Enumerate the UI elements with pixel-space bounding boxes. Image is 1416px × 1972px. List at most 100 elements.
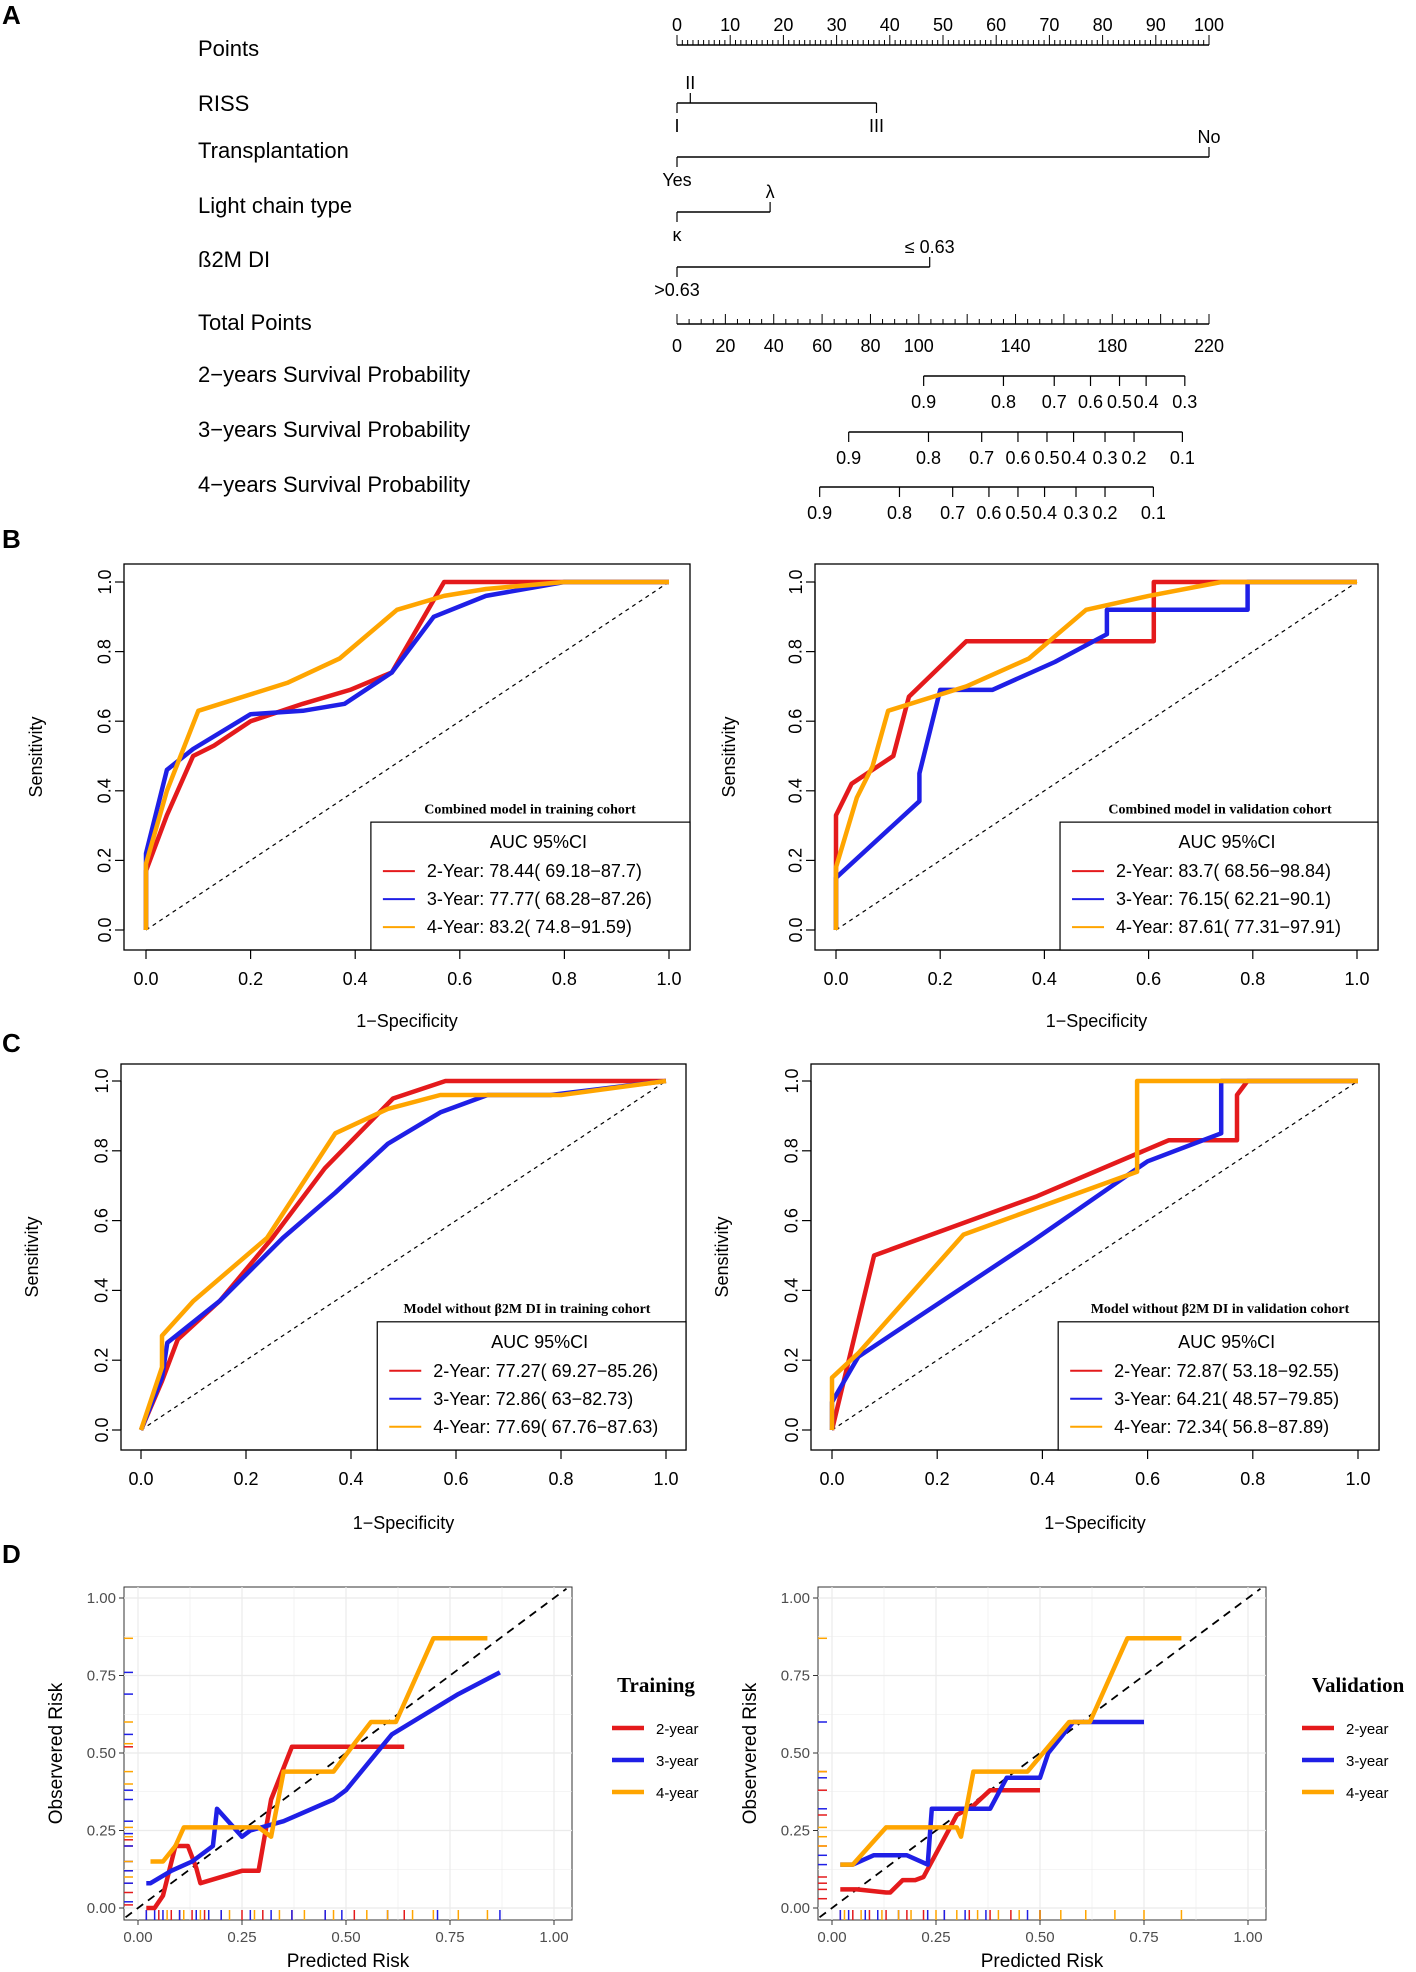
- survival-tick-label: 0.3: [1063, 503, 1088, 523]
- x-tick-label: 0.8: [552, 969, 577, 989]
- roc-curve-red: [829, 1078, 1358, 1431]
- survival-tick-label: 0.2: [1122, 448, 1147, 468]
- y-tick-label: 0.8: [786, 639, 806, 664]
- points-tick-label: 90: [1146, 15, 1166, 35]
- legend-title: AUC 95%CI: [1178, 1332, 1275, 1352]
- legend-entry: 4-Year: 72.34( 56.8−87.89): [1114, 1417, 1329, 1437]
- roc-chart-roc-valid-combined: 0.0 0.2 0.4 0.6 0.8 1.0 0.0 0.2 0.4 0.6 0.8 1.0 1−Sp…: [719, 563, 1379, 1031]
- x-tick-label: 0.00: [817, 1929, 846, 1946]
- x-tick-label: 0.2: [925, 1469, 950, 1489]
- x-axis-label: 1−Specificity: [353, 1513, 455, 1533]
- x-tick-label: 1.0: [1345, 1469, 1370, 1489]
- variable-label: RISS: [198, 91, 249, 116]
- reference-diagonal: [818, 1587, 1262, 1919]
- legend-entry: 2-Year: 72.87( 53.18−92.55): [1114, 1361, 1339, 1381]
- legend-entry: 2-Year: 77.27( 69.27−85.26): [433, 1361, 658, 1381]
- legend-entry: 4-year: [656, 1785, 699, 1802]
- y-tick-label: 0.6: [92, 1208, 112, 1233]
- survival-scale-label: 3−years Survival Probability: [198, 417, 470, 442]
- y-tick-label: 0.4: [786, 778, 806, 803]
- reference-diagonal: [831, 1080, 1359, 1431]
- points-tick-label: 100: [1194, 15, 1224, 35]
- legend-entry: 4-Year: 87.61( 77.31−97.91): [1116, 917, 1341, 937]
- chart-title: Combined model in validation cohort: [1108, 802, 1332, 817]
- survival-tick-label: 0.7: [969, 448, 994, 468]
- total-points-tick-label: 80: [860, 336, 880, 356]
- x-tick-label: 0.8: [1240, 1469, 1265, 1489]
- x-tick-label: 0.4: [343, 969, 368, 989]
- legend-entry: 2-Year: 78.44( 69.18−87.7): [427, 861, 642, 881]
- roc-curve-blue: [833, 579, 1357, 930]
- x-tick-label: 1.00: [1233, 1929, 1262, 1946]
- y-tick-label: 1.0: [95, 569, 115, 594]
- legend-entry: 2-Year: 83.7( 68.56−98.84): [1116, 861, 1331, 881]
- legend-box: [370, 821, 691, 951]
- y-tick-label: 0.75: [87, 1668, 116, 1685]
- x-tick-label: 0.0: [128, 1469, 153, 1489]
- y-tick-label: 0.0: [95, 917, 115, 942]
- y-axis-label: Sensitivity: [26, 716, 46, 797]
- x-tick-label: 0.4: [1030, 1469, 1055, 1489]
- y-axis-label: Sensitivity: [712, 1216, 732, 1297]
- y-tick-label: 0.25: [781, 1823, 810, 1840]
- y-tick-label: 1.0: [786, 569, 806, 594]
- y-tick-label: 0.2: [95, 848, 115, 873]
- variable-level-label: I: [674, 116, 679, 136]
- roc-chart-roc-valid-without: 0.0 0.2 0.4 0.6 0.8 1.0 0.0 0.2 0.4 0.6 0.8 1.0 1−Sp…: [712, 1063, 1380, 1533]
- survival-tick-label: 0.4: [1032, 503, 1057, 523]
- calibration-line-red: [146, 1744, 405, 1911]
- variable-level-label: II: [685, 73, 695, 93]
- variable-level-label: No: [1197, 127, 1220, 147]
- survival-tick-label: 0.5: [1107, 392, 1132, 412]
- y-tick-label: 0.50: [781, 1745, 810, 1762]
- chart-title: Model without β2M DI in training cohort: [404, 1302, 651, 1317]
- survival-tick-label: 0.6: [1005, 448, 1030, 468]
- calibration-line-blue: [840, 1719, 1144, 1867]
- panel-label-c: C: [2, 1028, 21, 1058]
- y-tick-label: 0.6: [782, 1208, 802, 1233]
- points-tick-label: 30: [827, 15, 847, 35]
- legend-entry: 2-year: [1346, 1721, 1389, 1738]
- x-tick-label: 0.4: [338, 1469, 363, 1489]
- survival-tick-label: 0.9: [807, 503, 832, 523]
- points-tick-label: 60: [986, 15, 1006, 35]
- x-tick-label: 0.8: [1240, 969, 1265, 989]
- x-tick-label: 0.8: [548, 1469, 573, 1489]
- roc-curve-orange: [833, 579, 1357, 930]
- x-tick-label: 0.50: [331, 1929, 360, 1946]
- survival-scale-label: 4−years Survival Probability: [198, 472, 470, 497]
- survival-tick-label: 0.4: [1134, 392, 1159, 412]
- legend-title: AUC 95%CI: [490, 832, 587, 852]
- roc-chart-roc-train-without: 0.0 0.2 0.4 0.6 0.8 1.0 0.0 0.2 0.4 0.6 0.8 1.0 1−Sp…: [22, 1063, 687, 1533]
- y-axis-label: Sensitivity: [719, 716, 739, 797]
- variable-label: Light chain type: [198, 193, 352, 218]
- survival-tick-label: 0.7: [940, 503, 965, 523]
- x-axis-label: 1−Specificity: [356, 1011, 458, 1031]
- calibration-chart-calib-validation: 0.00 0.00 0.25 0.25 0.50 0.50 0.75 0.75 1.00 1.00…: [740, 1586, 1405, 1972]
- chart-title: Model without β2M DI in validation cohor…: [1091, 1302, 1350, 1317]
- y-tick-label: 0.2: [92, 1348, 112, 1373]
- survival-tick-label: 0.5: [1005, 503, 1030, 523]
- variable-level-label: >0.63: [654, 280, 700, 300]
- points-tick-label: 40: [880, 15, 900, 35]
- roc-curve-red: [143, 579, 669, 930]
- x-tick-label: 0.6: [1136, 969, 1161, 989]
- legend-entry: 3-year: [656, 1753, 699, 1770]
- total-points-tick-label: 20: [715, 336, 735, 356]
- y-axis-label: Observered Risk: [46, 1682, 67, 1824]
- legend-entry: 3-Year: 76.15( 62.21−90.1): [1116, 889, 1331, 909]
- legend-box: [1057, 1321, 1380, 1451]
- x-tick-label: 0.0: [819, 1469, 844, 1489]
- y-tick-label: 0.4: [92, 1278, 112, 1303]
- variable-label: Transplantation: [198, 138, 349, 163]
- points-tick-label: 20: [773, 15, 793, 35]
- legend-title: Training: [617, 1673, 695, 1697]
- legend-entry: 3-Year: 72.86( 63−82.73): [433, 1389, 633, 1409]
- x-tick-label: 0.2: [928, 969, 953, 989]
- y-tick-label: 0.4: [782, 1278, 802, 1303]
- x-tick-label: 1.0: [1344, 969, 1369, 989]
- survival-tick-label: 0.8: [887, 503, 912, 523]
- total-points-tick-label: 0: [672, 336, 682, 356]
- x-tick-label: 0.75: [435, 1929, 464, 1946]
